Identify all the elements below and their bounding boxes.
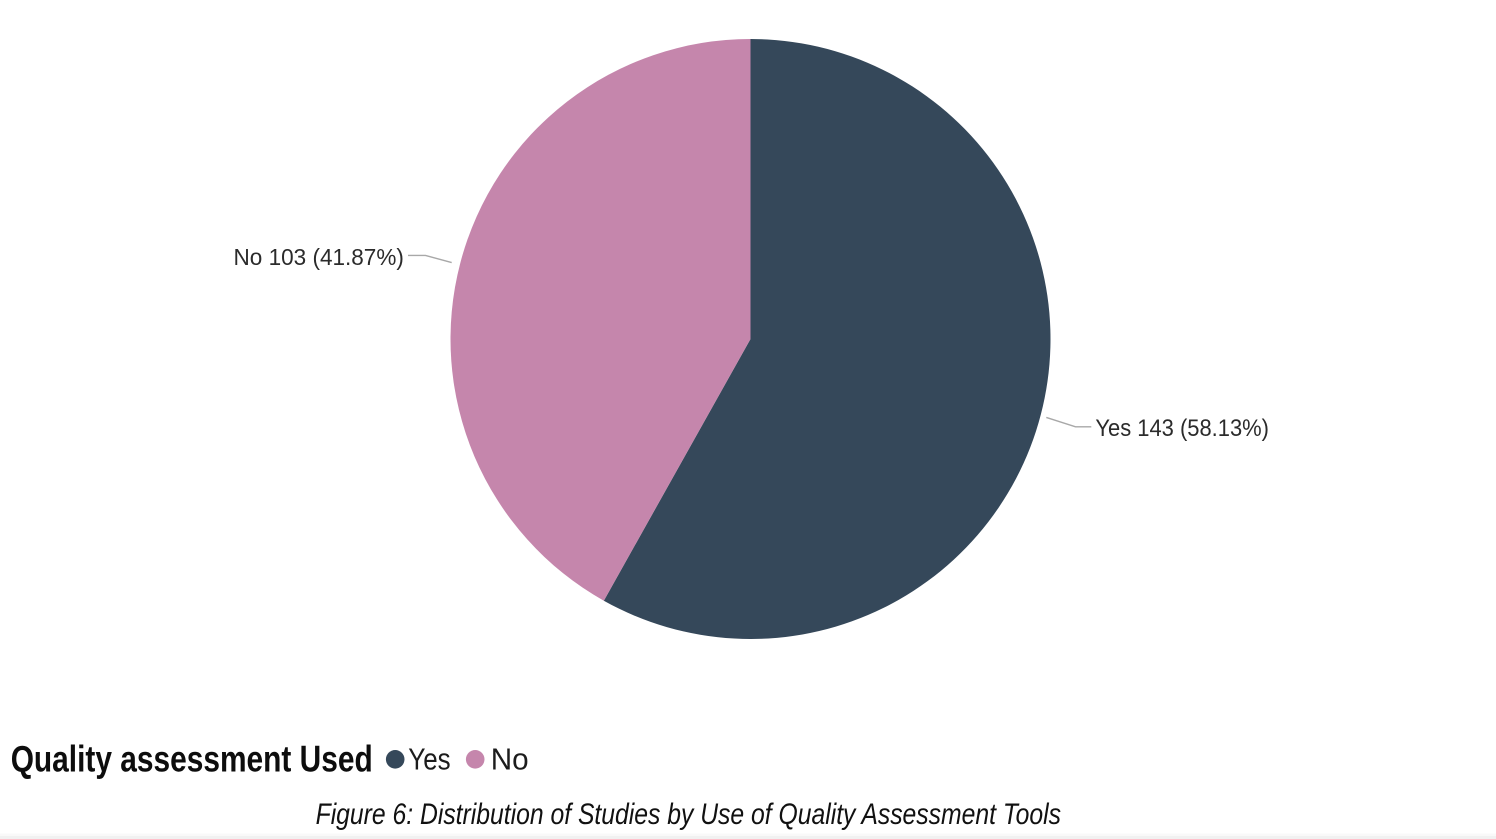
svg-text:No 103 (41.87%): No 103 (41.87%) xyxy=(234,244,404,270)
svg-text:Yes 143 (58.13%): Yes 143 (58.13%) xyxy=(1095,415,1269,442)
svg-text:No: No xyxy=(491,741,529,776)
svg-text:Yes: Yes xyxy=(408,741,450,776)
svg-text:Quality assessment Used: Quality assessment Used xyxy=(11,739,373,780)
svg-text:Figure 6: Distribution of Stud: Figure 6: Distribution of Studies by Use… xyxy=(316,798,1062,831)
